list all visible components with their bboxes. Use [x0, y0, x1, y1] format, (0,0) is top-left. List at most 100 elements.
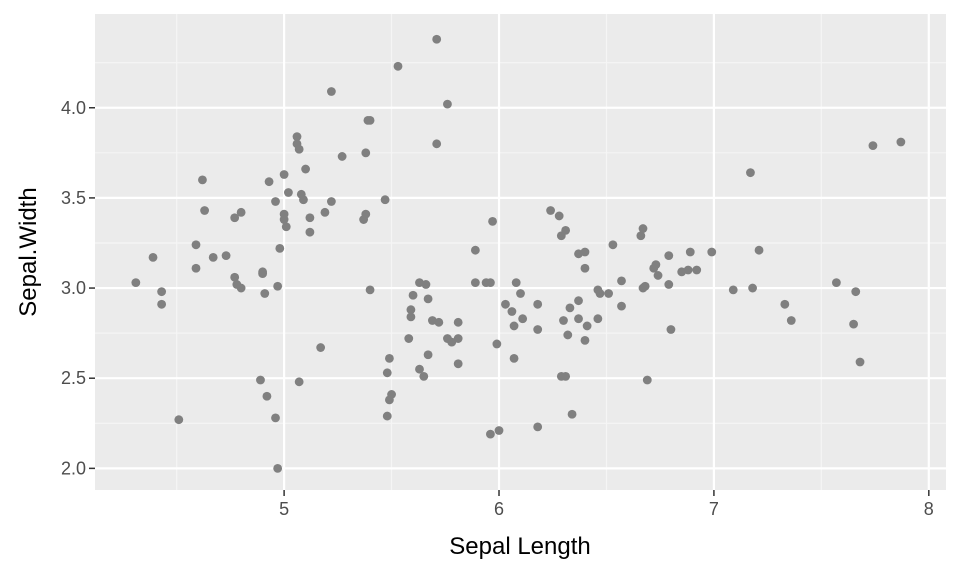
data-point	[509, 321, 519, 331]
y-tick-label: 4.0	[61, 98, 86, 118]
y-axis: 2.0 2.5 3.0 3.5 4.0	[61, 98, 95, 478]
data-point	[236, 207, 246, 217]
data-point	[365, 285, 375, 295]
y-axis-title: Sepal.Width	[15, 187, 42, 316]
data-point	[301, 164, 311, 174]
data-point	[664, 280, 674, 289]
data-point	[337, 152, 347, 161]
y-tick-label: 3.0	[61, 278, 86, 298]
data-point	[574, 296, 583, 306]
major-gridlines	[95, 14, 946, 490]
data-point	[546, 206, 555, 215]
data-point	[685, 247, 695, 257]
data-point	[292, 132, 302, 142]
data-point	[509, 353, 519, 363]
x-tick-label: 7	[709, 499, 719, 519]
data-point	[636, 231, 646, 241]
data-point	[421, 280, 431, 289]
x-tick-label: 8	[924, 499, 934, 519]
data-point	[486, 278, 495, 288]
data-point	[174, 415, 184, 425]
data-point	[492, 339, 502, 349]
data-point	[326, 87, 336, 96]
data-point	[305, 213, 315, 223]
data-point	[316, 343, 326, 352]
data-point	[640, 281, 650, 291]
data-point	[453, 317, 463, 327]
x-axis-title: Sepal Length	[449, 533, 590, 560]
data-point	[507, 307, 517, 316]
data-point	[554, 211, 564, 221]
data-point	[382, 411, 392, 421]
data-point	[260, 289, 270, 298]
data-point	[320, 207, 330, 217]
data-point	[653, 271, 663, 280]
data-point	[728, 285, 738, 295]
data-point	[157, 287, 167, 297]
data-point	[604, 289, 614, 298]
data-point	[279, 215, 289, 224]
data-point	[279, 170, 289, 179]
data-point	[561, 372, 571, 381]
x-tick-label: 5	[279, 499, 289, 519]
x-axis: 5 6 7 8	[279, 490, 934, 519]
data-point	[666, 325, 676, 334]
data-point	[595, 289, 605, 298]
data-point	[198, 175, 207, 185]
data-point	[501, 299, 510, 309]
data-point	[780, 299, 790, 309]
data-point	[294, 377, 304, 387]
data-point	[565, 303, 575, 313]
data-point	[273, 463, 283, 473]
data-point	[488, 216, 497, 226]
data-point	[380, 195, 390, 205]
data-point	[832, 278, 841, 288]
data-point	[561, 225, 571, 235]
data-point	[748, 283, 757, 293]
data-point	[617, 276, 626, 286]
data-point	[423, 294, 433, 304]
data-point	[511, 278, 521, 288]
x-tick-label: 6	[494, 499, 504, 519]
data-point	[415, 364, 424, 374]
data-point	[516, 289, 525, 298]
minor-gridlines	[95, 14, 946, 490]
data-point	[896, 137, 906, 147]
data-point	[305, 227, 315, 237]
data-point	[361, 148, 371, 158]
data-point	[258, 269, 268, 279]
data-point	[264, 177, 274, 187]
data-point	[432, 139, 442, 149]
data-point	[754, 245, 764, 255]
data-point	[638, 224, 648, 233]
data-point	[385, 353, 394, 363]
data-point	[406, 312, 416, 322]
data-point	[518, 314, 528, 324]
data-point	[664, 251, 674, 261]
data-point	[593, 314, 603, 324]
data-point	[567, 409, 577, 419]
data-point	[851, 287, 861, 297]
data-point	[275, 243, 285, 253]
data-point	[191, 263, 201, 273]
data-point	[486, 429, 495, 439]
data-point	[855, 357, 865, 367]
data-point	[271, 197, 280, 206]
data-point	[580, 247, 590, 257]
data-point	[434, 317, 444, 327]
data-point	[453, 359, 463, 369]
data-point	[281, 222, 291, 232]
data-point	[580, 263, 590, 273]
data-point	[574, 314, 583, 324]
data-point	[470, 245, 480, 255]
data-point	[533, 325, 543, 334]
data-point	[387, 390, 396, 399]
data-point	[447, 337, 457, 347]
data-point	[393, 61, 403, 71]
data-point	[208, 253, 218, 262]
data-point	[148, 253, 158, 262]
data-point	[236, 283, 246, 293]
data-point	[294, 144, 304, 154]
data-point	[617, 301, 626, 311]
data-point	[230, 213, 240, 223]
